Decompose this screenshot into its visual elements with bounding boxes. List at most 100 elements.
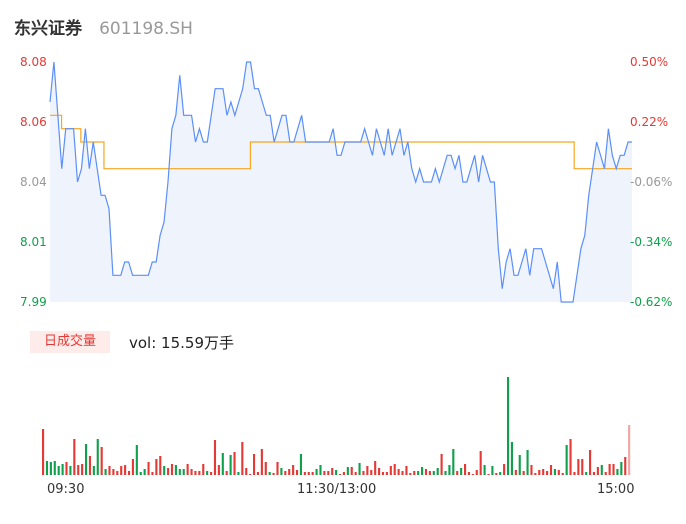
volume-bar — [170, 464, 174, 475]
price-area-fill — [50, 62, 632, 302]
volume-bar — [526, 450, 529, 475]
volume-bar — [178, 469, 181, 475]
price-chart — [49, 61, 632, 303]
volume-bar — [61, 464, 64, 475]
volume-bar — [268, 472, 271, 475]
volume-bar — [444, 471, 447, 475]
volume-bar — [467, 472, 471, 475]
volume-bar — [604, 472, 607, 475]
volume-bar — [491, 466, 494, 475]
volume-bar — [307, 472, 310, 475]
volume-bar — [245, 468, 248, 475]
volume-bar — [440, 454, 443, 475]
percent-tick-label: -0.06% — [630, 175, 673, 189]
volume-bar — [358, 463, 361, 475]
volume-bar — [389, 466, 392, 475]
volume-bar — [522, 471, 525, 475]
volume-bar — [413, 471, 416, 475]
volume-bar — [272, 473, 275, 475]
volume-bar — [553, 469, 556, 475]
volume-bar — [182, 469, 185, 475]
volume-bar — [381, 472, 385, 475]
volume-bar — [42, 429, 45, 475]
stock-code: 601198.SH — [99, 19, 193, 39]
volume-bar — [116, 471, 119, 475]
volume-bar — [88, 456, 92, 475]
volume-bar — [225, 471, 228, 475]
volume-bar — [190, 469, 193, 475]
time-label-open: 09:30 — [47, 482, 85, 497]
volume-bar — [577, 459, 580, 475]
volume-bar — [202, 464, 205, 475]
volume-bar — [624, 457, 627, 475]
volume-bar — [276, 462, 279, 475]
price-tick-label: 8.01 — [20, 235, 47, 249]
volume-bar — [57, 466, 60, 475]
volume-bar — [73, 439, 76, 475]
volume-bar — [417, 471, 420, 475]
volume-bar — [249, 474, 252, 475]
volume-bar — [592, 472, 596, 475]
price-tick-label: 7.99 — [20, 295, 47, 309]
volume-bar — [569, 439, 572, 475]
percent-tick-label: 0.22% — [630, 115, 669, 129]
volume-bar — [65, 462, 68, 475]
volume-bar — [546, 471, 549, 475]
volume-bar — [252, 454, 256, 475]
volume-bar — [131, 459, 134, 475]
volume-bar — [471, 474, 474, 475]
volume-bar — [378, 468, 381, 475]
volume-bar — [506, 377, 510, 475]
volume-bar — [409, 473, 412, 475]
volume-bar — [206, 471, 209, 475]
volume-bar — [233, 452, 236, 475]
volume-bar — [108, 466, 111, 475]
volume-bar — [479, 451, 482, 475]
price-tick-label: 8.06 — [20, 115, 47, 129]
volume-bar — [198, 471, 201, 475]
time-label-close: 15:00 — [597, 482, 635, 497]
volume-bar — [112, 469, 115, 475]
volume-bar — [362, 471, 365, 475]
volume-bar — [530, 465, 533, 475]
percent-tick-label: 0.50% — [630, 55, 669, 69]
volume-bar — [452, 449, 455, 475]
volume-bar — [581, 459, 584, 475]
volume-bar — [163, 466, 166, 475]
volume-bar — [616, 469, 619, 475]
volume-bar — [557, 470, 560, 475]
volume-bar — [264, 462, 267, 475]
volume-bar — [260, 449, 263, 475]
volume-bar — [213, 440, 217, 475]
volume-bar — [436, 468, 439, 475]
volume-bar — [338, 474, 342, 475]
volume-bar — [432, 471, 435, 475]
volume-bar — [374, 461, 377, 475]
volume-bar — [210, 472, 213, 475]
volume-bar — [393, 464, 396, 475]
volume-bar — [534, 473, 537, 475]
volume-bar — [104, 469, 107, 475]
price-line — [49, 61, 632, 303]
volume-bar — [155, 459, 158, 475]
volume-bar — [49, 462, 52, 475]
volume-bar — [323, 471, 326, 475]
volume-bar — [327, 471, 330, 475]
percent-tick-label: -0.34% — [630, 235, 673, 249]
volume-bar — [510, 442, 513, 475]
volume-bar — [53, 461, 56, 475]
volume-bar — [620, 462, 623, 475]
volume-bar — [573, 472, 576, 475]
volume-bar — [354, 472, 357, 475]
volume-bar — [549, 465, 553, 475]
volume-bar — [385, 472, 388, 475]
volume-bar — [135, 445, 138, 475]
volume-bar — [124, 465, 127, 475]
volume-bar — [628, 425, 631, 475]
volume-bar — [487, 474, 490, 475]
volume-bar — [370, 470, 373, 475]
volume-bar — [448, 465, 451, 475]
volume-bar — [600, 465, 603, 475]
volume-bar — [335, 470, 338, 475]
